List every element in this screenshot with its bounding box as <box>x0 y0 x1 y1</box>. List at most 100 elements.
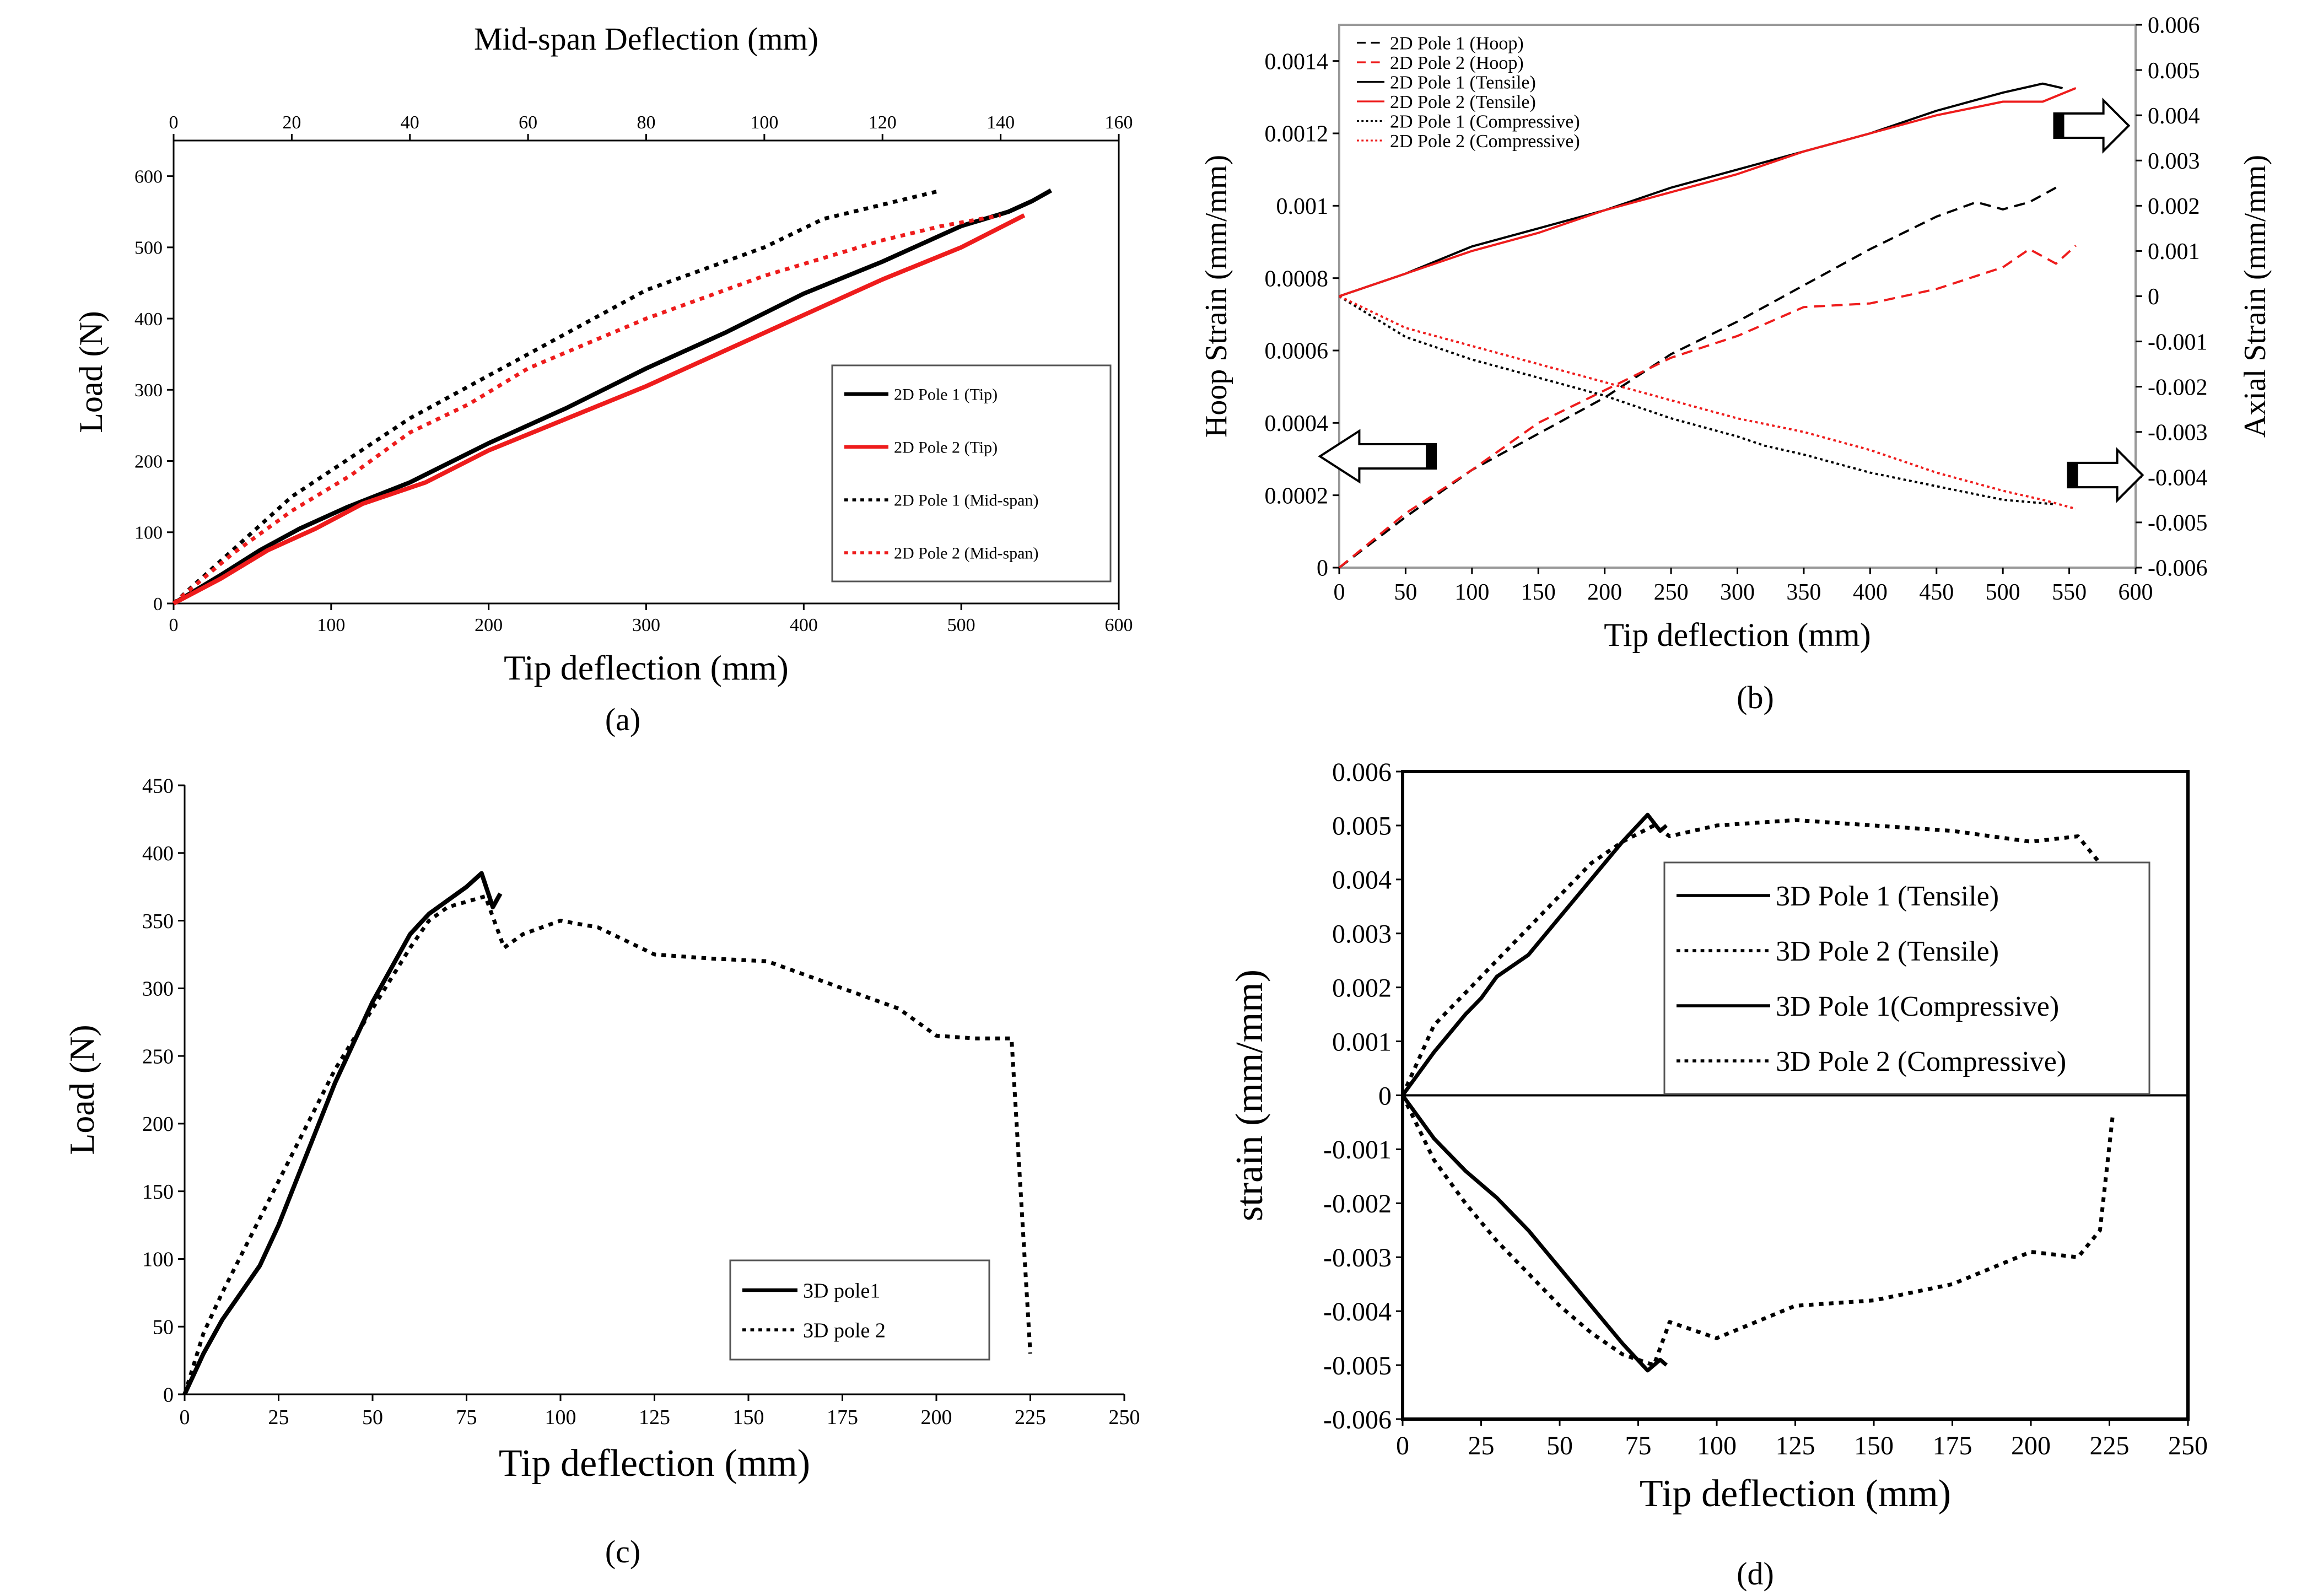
chart-c-legend-label: 3D pole1 <box>803 1279 880 1302</box>
chart-a-x2-tick-label: 100 <box>750 112 778 133</box>
chart-a-y-tick-label: 400 <box>134 309 163 330</box>
chart-c-x-tick-label: 150 <box>733 1406 764 1429</box>
chart-b-legend-label: 2D Pole 2 (Hoop) <box>1390 53 1524 73</box>
chart-b-legend-label: 2D Pole 1 (Tensile) <box>1390 72 1536 93</box>
caption-a: (a) <box>605 702 640 737</box>
chart-b-y2-tick-label: 0.004 <box>2148 104 2200 129</box>
chart-b-y2-tick-label: 0.002 <box>2148 194 2200 219</box>
chart-b-x-tick-label: 250 <box>1654 580 1689 605</box>
chart-b-x-tick-label: 150 <box>1521 580 1556 605</box>
chart-d-y-tick-label: -0.005 <box>1323 1351 1392 1381</box>
chart-a-x-tick-label: 300 <box>632 615 660 635</box>
chart-c-x-tick-label: 50 <box>362 1406 383 1429</box>
chart-d-y-tick-label: 0.001 <box>1332 1027 1392 1056</box>
chart-a-y-tick-label: 300 <box>134 380 163 401</box>
chart-d-series-3d-pole-1-compressive <box>1401 1094 1668 1373</box>
chart-b-y2-tick-label: -0.005 <box>2148 511 2208 536</box>
chart-d-x-tick-label: 25 <box>1468 1431 1495 1460</box>
chart-a-legend-label: 2D Pole 2 (Tip) <box>894 439 998 457</box>
chart-c-x-tick-label: 100 <box>545 1406 576 1429</box>
chart-b-x-tick-label: 500 <box>1986 580 2020 605</box>
chart-a-series-2d-pole-1-mid-span <box>172 188 942 605</box>
chart-b-y2-tick-label: -0.003 <box>2148 420 2208 445</box>
chart-d-y-tick-label: -0.004 <box>1323 1297 1392 1327</box>
chart-a-series-2d-pole-1-tip <box>172 188 1053 606</box>
chart-b-series-2d-pole-1-hoop <box>1338 186 2057 569</box>
chart-d-y-tick-label: 0.006 <box>1332 758 1392 787</box>
chart-b-group: 0 50 100 150 200 250 300 350 400 450 500 550 600 0 0.0… <box>1199 13 2272 653</box>
chart-a-x-tick-label: 200 <box>475 615 503 635</box>
chart-b-series-2d-pole-2-tensile <box>1339 87 2077 298</box>
chart-a-legend-label: 2D Pole 2 (Mid-span) <box>894 544 1038 563</box>
chart-d-x-tick-label: 125 <box>1776 1431 1815 1460</box>
chart-b-y2-tick-label: 0.003 <box>2148 149 2200 174</box>
chart-b-x-tick-label: 600 <box>2119 580 2153 605</box>
chart-c-legend-label: 3D pole 2 <box>803 1319 886 1342</box>
chart-c-x-tick-label: 225 <box>1015 1406 1046 1429</box>
chart-b-y2-tick-label: -0.006 <box>2148 556 2208 581</box>
chart-d-x-tick-label: 175 <box>1933 1431 1972 1460</box>
chart-d-legend-label: 3D Pole 2 (Tensile) <box>1776 936 1999 967</box>
chart-b-y-tick-label: 0.0004 <box>1265 411 1329 436</box>
chart-a-y-axis-title: Load (N) <box>73 311 109 433</box>
chart-c-x-tick-label: 250 <box>1109 1406 1140 1429</box>
chart-a-y-tick-label: 600 <box>134 167 163 187</box>
chart-b-tensile-axis-arrow-tail <box>2054 113 2065 138</box>
chart-b-x-tick-label: 100 <box>1454 580 1489 605</box>
chart-c-x-tick-label: 25 <box>268 1406 289 1429</box>
chart-a-legend-label: 2D Pole 1 (Tip) <box>894 386 998 404</box>
chart-b-series-2d-pole-1-compressive <box>1338 295 2056 506</box>
chart-c-y-tick-label: 250 <box>142 1045 174 1068</box>
chart-d-x-axis-title: Tip deflection (mm) <box>1640 1473 1951 1515</box>
chart-c-y-tick-label: 200 <box>142 1113 174 1136</box>
chart-d-y-tick-label: 0 <box>1378 1081 1392 1110</box>
chart-d-series-3d-pole-1-tensile <box>1401 812 1668 1097</box>
chart-d-legend-label: 3D Pole 1(Compressive) <box>1776 991 2059 1022</box>
chart-a-legend-label: 2D Pole 1 (Mid-span) <box>894 492 1038 510</box>
chart-a-series-2d-pole-2-mid-span <box>172 213 1001 605</box>
chart-a-x-tick-label: 0 <box>169 615 179 635</box>
chart-b-y-axis-title: Hoop Strain (mm/mm) <box>1199 155 1233 438</box>
chart-c-x-tick-label: 75 <box>456 1406 477 1429</box>
chart-d-y-tick-label: -0.006 <box>1323 1405 1392 1435</box>
chart-b-y2-tick-label: 0.001 <box>2148 239 2200 265</box>
chart-c-x-tick-label: 200 <box>921 1406 952 1429</box>
chart-a-series-2d-pole-2-tip <box>173 213 1026 606</box>
chart-a-x2-tick-label: 120 <box>869 112 897 133</box>
chart-a-x2-tick-label: 20 <box>282 112 301 133</box>
caption-d: (d) <box>1737 1556 1774 1592</box>
chart-b-y-tick-label: 0.0014 <box>1265 49 1329 74</box>
chart-d-x-tick-label: 200 <box>2011 1431 2051 1460</box>
chart-b-y2-tick-label: 0 <box>2148 284 2159 310</box>
chart-d-y-tick-label: -0.002 <box>1323 1189 1392 1218</box>
chart-a-x2-tick-label: 40 <box>401 112 419 133</box>
chart-a-x-tick-label: 400 <box>790 615 818 635</box>
chart-a-x-tick-label: 500 <box>947 615 975 635</box>
chart-d-y-tick-label: 0.002 <box>1332 973 1392 1002</box>
chart-d-legend-label: 3D Pole 1 (Tensile) <box>1776 881 1999 912</box>
chart-c-y-tick-label: 0 <box>163 1383 174 1406</box>
chart-b-x-tick-label: 400 <box>1853 580 1888 605</box>
chart-b-legend-label: 2D Pole 2 (Tensile) <box>1390 92 1536 112</box>
chart-d-x-tick-label: 75 <box>1625 1431 1652 1460</box>
chart-d-y-tick-label: 0.004 <box>1332 866 1392 895</box>
chart-d-y-tick-label: 0.005 <box>1332 812 1392 841</box>
chart-d-legend-label: 3D Pole 2 (Compressive) <box>1776 1046 2066 1077</box>
chart-b-series-2d-pole-2-hoop <box>1338 245 2077 569</box>
chart-a-x-tick-label: 100 <box>317 615 345 635</box>
chart-c-y-tick-label: 100 <box>142 1248 174 1271</box>
chart-a-x-tick-label: 600 <box>1105 615 1133 635</box>
chart-d-y-tick-label: -0.001 <box>1323 1135 1392 1164</box>
chart-a-x2-tick-label: 0 <box>169 112 179 133</box>
chart-d-series-3d-pole-2-tensile <box>1400 818 2115 1096</box>
chart-b-y-tick-label: 0 <box>1317 556 1328 581</box>
chart-c-y-axis-title: Load (N) <box>62 1025 101 1155</box>
chart-b-compressive-axis-arrow <box>2067 447 2144 503</box>
chart-b-y2-axis-title: Axial Strain (mm/mm) <box>2238 155 2272 438</box>
chart-d-y-tick-label: -0.003 <box>1323 1243 1392 1273</box>
chart-b-x-tick-label: 0 <box>1334 580 1345 605</box>
chart-c-y-tick-label: 350 <box>142 910 174 933</box>
